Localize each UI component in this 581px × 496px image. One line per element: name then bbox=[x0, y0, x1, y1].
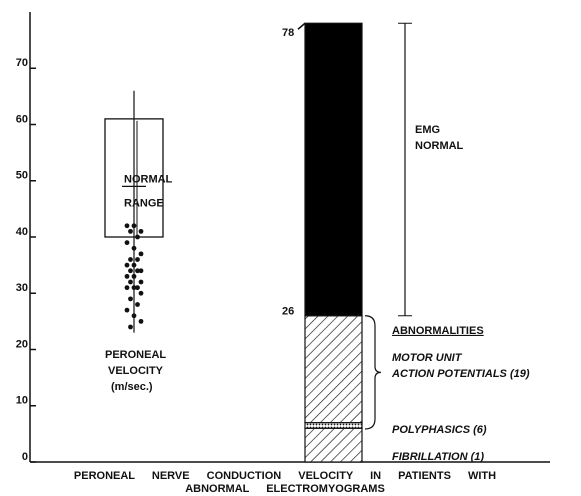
range-label: NORMAL bbox=[124, 173, 173, 185]
segment-label: EMG NORMAL bbox=[415, 124, 464, 152]
velocity-dot bbox=[138, 290, 144, 296]
bar-segment bbox=[304, 427, 363, 463]
velocity-dot bbox=[124, 262, 130, 268]
velocity-dot bbox=[124, 307, 130, 313]
velocity-dot bbox=[128, 228, 133, 234]
velocity-dot bbox=[131, 313, 137, 319]
velocity-dot bbox=[124, 273, 130, 279]
y-tick-label: 60 bbox=[16, 113, 28, 125]
velocity-dot bbox=[128, 296, 133, 302]
y-tick-label: 30 bbox=[16, 282, 28, 294]
velocity-dot bbox=[135, 285, 140, 291]
velocity-dot bbox=[135, 302, 140, 307]
segment-label: MOTOR UNIT ACTION POTENTIALS (19) bbox=[391, 352, 530, 380]
bar-segment bbox=[304, 315, 363, 424]
velocity-dot bbox=[138, 279, 144, 285]
abnormal-brace bbox=[364, 315, 382, 430]
bar-segment bbox=[304, 422, 363, 429]
velocity-dot bbox=[131, 223, 137, 229]
bar-segment bbox=[304, 22, 363, 317]
velocity-label: PERONEAL bbox=[105, 349, 166, 361]
normal-range-box bbox=[104, 118, 164, 238]
y-tick-label: 70 bbox=[16, 57, 28, 69]
y-tick-label: 10 bbox=[16, 395, 28, 407]
annotation: 26 bbox=[282, 306, 294, 318]
segment-label: FIBRILLATION (1) bbox=[392, 451, 484, 463]
velocity-dot bbox=[135, 234, 140, 240]
velocity-dot bbox=[131, 273, 137, 279]
y-tick-label: 20 bbox=[16, 338, 28, 350]
velocity-dot bbox=[138, 228, 144, 234]
velocity-dot bbox=[131, 262, 137, 268]
velocity-label: (m/sec.) bbox=[111, 381, 153, 393]
segment-label: POLYPHASICS (6) bbox=[392, 424, 487, 436]
velocity-dot bbox=[124, 223, 130, 229]
annotation: 78 bbox=[282, 27, 294, 39]
range-label: RANGE bbox=[124, 197, 164, 209]
y-tick-label: 50 bbox=[16, 170, 28, 182]
velocity-label: VELOCITY bbox=[108, 365, 164, 377]
velocity-dot bbox=[128, 279, 133, 285]
velocity-dot bbox=[124, 285, 130, 291]
velocity-dot bbox=[138, 251, 144, 257]
chart-title: PERONEAL NERVE CONDUCTION VELOCITY IN PA… bbox=[74, 470, 496, 482]
velocity-dot bbox=[128, 324, 133, 330]
velocity-dot bbox=[138, 318, 144, 324]
y-tick-label: 0 bbox=[22, 451, 28, 463]
velocity-dot bbox=[135, 257, 140, 262]
group-label: ABNORMALITIES bbox=[392, 325, 484, 337]
y-tick-label: 40 bbox=[16, 226, 28, 238]
velocity-dot bbox=[135, 268, 140, 274]
velocity-dot bbox=[124, 240, 130, 246]
velocity-dot bbox=[128, 257, 133, 262]
velocity-dot bbox=[131, 285, 137, 291]
velocity-dot bbox=[138, 268, 144, 274]
velocity-dot bbox=[128, 268, 133, 274]
annotation-arrow bbox=[297, 22, 306, 30]
chart-title: ABNORMAL ELECTROMYOGRAMS bbox=[185, 483, 385, 495]
velocity-dot bbox=[131, 245, 137, 251]
